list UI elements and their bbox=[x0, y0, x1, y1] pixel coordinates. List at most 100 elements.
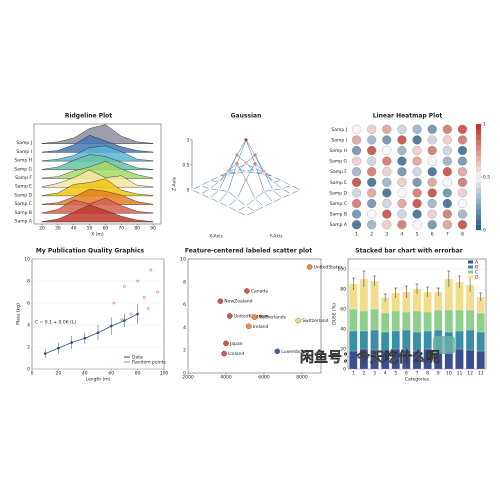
heat-dot bbox=[412, 135, 422, 145]
point-label: Canada bbox=[251, 288, 268, 294]
z-tick-label: 0 bbox=[187, 187, 190, 193]
colorbar-cell bbox=[476, 192, 481, 199]
colorbar-cell bbox=[476, 166, 481, 172]
heat-dot bbox=[427, 209, 437, 219]
x-tick-label: 1 bbox=[355, 232, 358, 238]
heat-dot bbox=[457, 156, 467, 166]
y-tick-label: 6 bbox=[183, 302, 186, 308]
surface-point bbox=[262, 189, 266, 193]
bar-segment bbox=[381, 312, 390, 333]
bar-segment bbox=[455, 348, 464, 370]
heat-dot bbox=[367, 124, 377, 134]
heat-dot bbox=[427, 198, 437, 209]
data-point bbox=[70, 341, 73, 344]
surface-point bbox=[235, 162, 239, 166]
bar-segment bbox=[412, 331, 422, 352]
row-label: Samp E bbox=[330, 180, 347, 186]
error-bar bbox=[415, 283, 419, 294]
heat-dot bbox=[367, 220, 377, 230]
heat-dot bbox=[352, 177, 362, 187]
series-label: Samp D bbox=[14, 192, 32, 198]
heat-dot bbox=[352, 209, 362, 219]
x-tick-label: 5 bbox=[416, 232, 419, 238]
y-tick-label: 10 bbox=[180, 257, 186, 263]
y-tick-label: 8 bbox=[183, 279, 186, 285]
data-point bbox=[57, 346, 60, 350]
y-axis-label: Mass (kg) bbox=[16, 303, 22, 325]
scatter-point bbox=[123, 285, 126, 288]
error-bar bbox=[394, 287, 398, 298]
series-label: Samp G bbox=[14, 166, 32, 172]
legend-swatch bbox=[468, 265, 473, 269]
surface-point bbox=[244, 178, 248, 182]
x-tick-label: 20 bbox=[56, 371, 62, 377]
labeled-point bbox=[221, 350, 227, 357]
heat-dot bbox=[427, 156, 437, 166]
bar-segment bbox=[349, 308, 358, 332]
surface-point bbox=[253, 153, 257, 157]
colorbar-cell bbox=[476, 203, 481, 209]
x-tick-label: 90 bbox=[150, 226, 156, 232]
surface-point bbox=[235, 153, 239, 157]
series-label: Samp E bbox=[15, 184, 32, 190]
heat-dot bbox=[412, 220, 422, 230]
x-tick-label: 6 bbox=[405, 371, 408, 377]
scatter-point bbox=[142, 296, 146, 299]
x-tick-label: 12 bbox=[467, 371, 473, 377]
x-tick-label: 13 bbox=[478, 371, 484, 377]
heat-dot bbox=[382, 209, 392, 219]
x-tick-label: 80 bbox=[134, 226, 140, 232]
y-axis-label: Y-Axis bbox=[268, 234, 283, 240]
heat-dot bbox=[352, 145, 362, 156]
heat-dot bbox=[397, 198, 407, 209]
colorbar-cell bbox=[476, 208, 481, 215]
heat-dot bbox=[427, 177, 437, 187]
heat-dot bbox=[442, 145, 452, 156]
heat-dot bbox=[412, 124, 422, 134]
bar-segment bbox=[359, 330, 369, 350]
y-tick-label: 2 bbox=[27, 345, 30, 351]
scatter-point bbox=[136, 279, 140, 283]
x-tick-label: 3 bbox=[385, 232, 388, 238]
error-bar bbox=[404, 285, 408, 298]
row-label: Samp B bbox=[330, 212, 347, 218]
x-tick-label: 2 bbox=[362, 371, 365, 377]
heat-dot bbox=[457, 188, 467, 198]
point-label: UnitedStates bbox=[314, 264, 344, 270]
y-tick-label: 4 bbox=[183, 325, 186, 331]
colorbar-cell bbox=[476, 134, 481, 141]
heat-dot bbox=[457, 167, 467, 177]
heat-dot bbox=[397, 124, 407, 134]
surface-point bbox=[271, 200, 275, 204]
surface-point bbox=[190, 188, 194, 192]
heat-dot bbox=[397, 220, 407, 230]
ridge bbox=[41, 204, 154, 223]
surface-point bbox=[271, 174, 275, 178]
bar-segment bbox=[465, 309, 475, 331]
ridge bbox=[41, 197, 154, 214]
heat-dot bbox=[382, 124, 392, 134]
ridge bbox=[41, 161, 154, 179]
bar-segment bbox=[465, 349, 475, 370]
z-tick-label: 0.5 bbox=[182, 162, 189, 168]
row-label: Samp J bbox=[331, 127, 347, 133]
heat-dot bbox=[412, 167, 422, 177]
x-tick-label: 60 bbox=[103, 226, 109, 232]
data-point bbox=[109, 324, 113, 328]
heat-dot bbox=[412, 198, 422, 209]
point-label: Switzerland bbox=[302, 318, 328, 324]
bar-segment bbox=[444, 309, 453, 333]
chart-title: Stacked bar chart with errorbar bbox=[355, 248, 463, 255]
error-bar bbox=[351, 277, 355, 290]
point-label: NewZealand bbox=[224, 299, 252, 305]
row-label: Samp F bbox=[330, 169, 347, 175]
heat-dot bbox=[412, 177, 422, 187]
bar-segment bbox=[465, 329, 475, 351]
heat-dot bbox=[442, 135, 452, 145]
point-label: Ireland bbox=[253, 324, 269, 330]
heat-dot bbox=[352, 198, 362, 209]
colorbar-cell bbox=[476, 155, 481, 162]
heat-dot bbox=[352, 188, 362, 198]
